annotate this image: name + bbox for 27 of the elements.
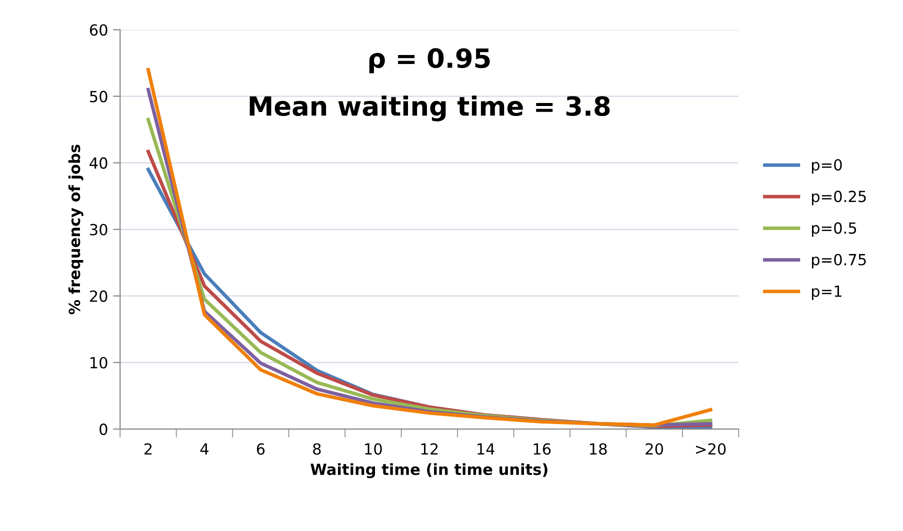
x-tick-label: 12 [421,443,438,455]
legend-label: p=0.75 [812,254,866,268]
x-tick-label: 4 [200,443,208,455]
x-tick-label: 8 [313,443,321,455]
y-tick-label: 40 [90,157,108,169]
legend-label: p=0.25 [812,190,866,206]
y-tick-label: 50 [90,90,108,102]
x-tick-label: >20 [696,443,726,455]
y-tick-label: 60 [90,24,108,36]
x-axis-title: Waiting time (in time units) [310,463,548,478]
x-tick-label: 2 [144,443,152,455]
x-tick-label: 16 [534,443,551,455]
text: ρ = 0.95 [369,48,490,74]
legend-label: p=0.5 [812,222,856,237]
legend-label: p=0 [812,159,842,174]
legend-label: p=1 [812,286,842,300]
x-tick-label: 10 [365,443,382,455]
x-tick-label: 6 [256,443,265,455]
x-tick-label: 14 [478,443,494,455]
x-tick-label: 20 [646,443,664,455]
y-tick-label: 20 [90,290,108,302]
y-axis-title: % frequency of jobs [68,144,84,314]
y-tick-label: 10 [90,356,108,369]
y-tick-label: 30 [90,224,108,236]
y-tick-label: 0 [100,424,108,436]
x-tick-label: 18 [590,443,607,455]
text: Mean waiting time = 3.8 [250,96,610,122]
